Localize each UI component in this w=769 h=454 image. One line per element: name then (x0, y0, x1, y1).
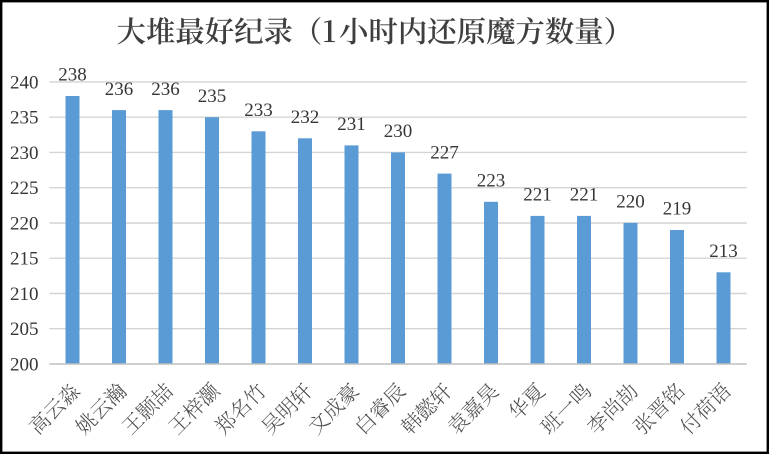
svg-text:221: 221 (570, 185, 599, 206)
svg-text:230: 230 (384, 121, 413, 142)
svg-text:227: 227 (430, 142, 459, 163)
svg-text:220: 220 (616, 192, 645, 213)
svg-text:236: 236 (151, 79, 180, 100)
svg-text:233: 233 (244, 100, 273, 121)
svg-text:200: 200 (10, 354, 39, 375)
svg-text:240: 240 (10, 72, 39, 93)
svg-text:221: 221 (523, 185, 552, 206)
svg-text:238: 238 (58, 65, 87, 86)
svg-text:235: 235 (10, 108, 39, 129)
svg-text:215: 215 (10, 249, 39, 270)
svg-text:220: 220 (10, 213, 39, 234)
svg-text:230: 230 (10, 143, 39, 164)
svg-text:205: 205 (10, 319, 39, 340)
svg-text:236: 236 (105, 79, 134, 100)
svg-text:223: 223 (477, 171, 506, 192)
svg-text:225: 225 (10, 178, 39, 199)
svg-text:213: 213 (709, 241, 738, 262)
svg-text:231: 231 (337, 114, 366, 135)
svg-text:219: 219 (663, 199, 692, 220)
svg-text:210: 210 (10, 284, 39, 305)
svg-text:232: 232 (291, 107, 320, 128)
svg-text:235: 235 (198, 86, 227, 107)
